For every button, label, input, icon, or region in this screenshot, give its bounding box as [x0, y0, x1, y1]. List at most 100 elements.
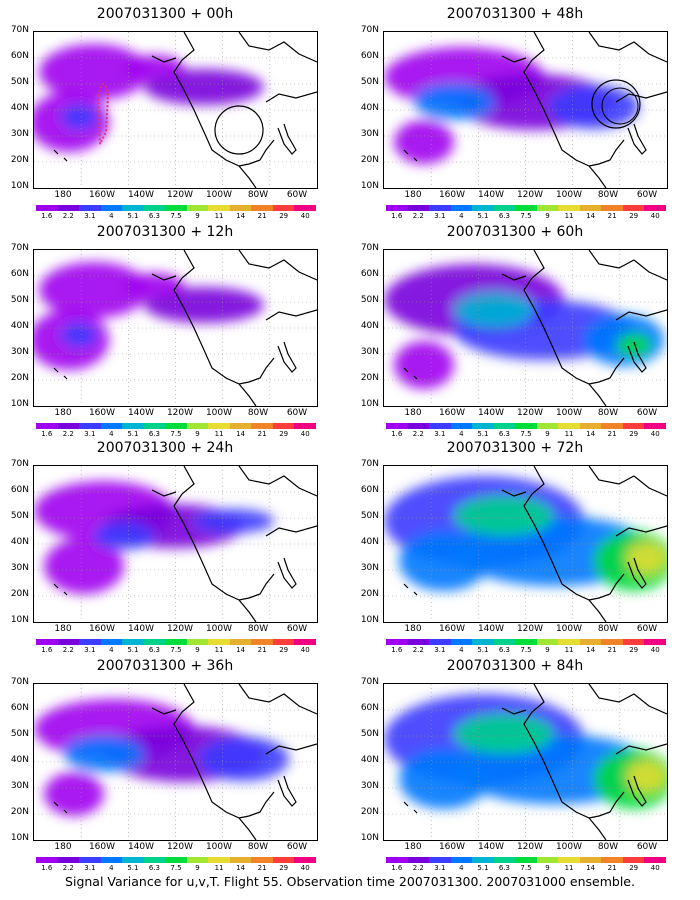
coastline — [53, 32, 317, 188]
observation-circle — [591, 79, 641, 129]
lon-tick-label: 100W — [555, 408, 583, 418]
colorbar-label: 2.2 — [62, 646, 74, 654]
colorbar-swatch — [579, 857, 602, 863]
colorbar-swatch — [450, 205, 473, 211]
lat-tick-label: 50N — [10, 77, 29, 87]
colorbar-swatch — [208, 205, 231, 211]
lon-tick-label: 80W — [247, 190, 269, 200]
lon-tick-label: 80W — [247, 624, 269, 634]
colorbar-label: 21 — [257, 646, 267, 654]
colorbar-label: 5.1 — [127, 864, 139, 872]
lon-tick-label: 180 — [404, 842, 422, 852]
colorbar-label: 3.1 — [434, 212, 446, 220]
map-panel: 2007031300 + 12h 70N 60N 50N 40N 30N 20N 10N 180… — [0, 218, 330, 438]
colorbar-label: 6.3 — [148, 864, 161, 872]
coastline — [403, 684, 667, 840]
colorbar-label: 3.1 — [84, 430, 96, 438]
colorbar-label: 1.6 — [41, 212, 53, 220]
colorbar-label: 1.6 — [41, 430, 53, 438]
lon-tick-label: 180 — [54, 408, 72, 418]
colorbar-swatch — [100, 423, 123, 429]
lat-tick-label: 70N — [360, 677, 379, 687]
colorbar-label: 3.1 — [84, 212, 96, 220]
variance-field — [34, 250, 317, 406]
variance-blob — [44, 538, 124, 594]
lat-tick-label: 20N — [360, 589, 379, 599]
map-panel: 2007031300 + 72h 70N 60N 50N 40N 30N 20N 10N 180… — [350, 434, 680, 654]
lat-tick-label: 50N — [360, 295, 379, 305]
colorbar-swatch — [386, 639, 409, 645]
lon-tick-label: 80W — [597, 624, 619, 634]
colorbar-label: 1.6 — [391, 212, 403, 220]
colorbar-label: 40 — [650, 646, 660, 654]
colorbar-swatch — [165, 857, 188, 863]
map-plot-area — [383, 249, 668, 407]
lon-tick-label: 180 — [54, 842, 72, 852]
colorbar-label: 6.3 — [498, 212, 511, 220]
colorbar-swatch — [450, 423, 473, 429]
colorbar-swatch — [294, 857, 317, 863]
lat-tick-label: 10N — [10, 399, 29, 409]
map-plot-area — [383, 465, 668, 623]
lon-tick-label: 140W — [127, 190, 155, 200]
lon-tick-label: 140W — [127, 842, 155, 852]
colorbar-swatch — [165, 423, 188, 429]
colorbar-label: 1.6 — [391, 430, 403, 438]
colorbar-label: 9 — [545, 212, 550, 220]
colorbar-label: 11 — [564, 212, 574, 220]
panel-title: 2007031300 + 36h — [96, 658, 234, 674]
colorbar-swatch — [186, 423, 209, 429]
colorbar-swatch — [229, 205, 252, 211]
variance-blob — [394, 341, 454, 389]
lon-tick-label: 140W — [477, 624, 505, 634]
lat-tick-label: 20N — [10, 155, 29, 165]
colorbar-label: 7.5 — [520, 864, 532, 872]
colorbar-label: 6.3 — [498, 864, 511, 872]
lat-tick-label: 60N — [10, 269, 29, 279]
colorbar-swatch — [208, 639, 231, 645]
colorbar-label: 5.1 — [477, 430, 489, 438]
colorbar-swatch — [100, 205, 123, 211]
colorbar-label: 40 — [650, 430, 660, 438]
colorbar-swatch — [122, 639, 145, 645]
lat-tick-label: 60N — [360, 485, 379, 495]
variance-blob — [44, 772, 104, 816]
colorbar-swatch — [79, 423, 102, 429]
colorbar-label: 3.1 — [84, 864, 96, 872]
colorbar-swatch — [515, 857, 538, 863]
lat-tick-label: 60N — [360, 703, 379, 713]
colorbar-label: 9 — [195, 212, 200, 220]
lat-tick-label: 40N — [10, 755, 29, 765]
colorbar-label: 5.1 — [477, 864, 489, 872]
lat-tick-label: 30N — [10, 563, 29, 573]
colorbar-label: 9 — [195, 646, 200, 654]
panel-title: 2007031300 + 84h — [446, 658, 584, 674]
variance-blob — [616, 333, 652, 357]
colorbar-label: 9 — [545, 864, 550, 872]
colorbar-swatch — [36, 205, 59, 211]
lon-tick-label: 120W — [166, 408, 194, 418]
map-plot-area — [33, 249, 318, 407]
colorbar-swatch — [251, 205, 274, 211]
variance-field — [34, 466, 317, 622]
variance-blob — [454, 292, 534, 328]
variance-blob — [64, 736, 144, 772]
coastline — [403, 466, 667, 622]
colorbar-swatch — [100, 857, 123, 863]
colorbar-label: 1.6 — [391, 646, 403, 654]
colorbar-label: 29 — [279, 430, 289, 438]
colorbar-label: 4 — [459, 212, 464, 220]
colorbar-swatch — [644, 205, 667, 211]
map-panel: 2007031300 + 24h 70N 60N 50N 40N 30N 20N 10N 180… — [0, 434, 330, 654]
colorbar-label: 14 — [586, 212, 596, 220]
colorbar-swatch — [208, 423, 231, 429]
variance-blob — [626, 760, 666, 792]
colorbar-label: 14 — [586, 430, 596, 438]
colorbar-label: 40 — [300, 646, 310, 654]
colorbar-label: 5.1 — [477, 212, 489, 220]
variance-blob — [199, 737, 289, 781]
figure-caption: Signal Variance for u,v,T. Flight 55. Ob… — [65, 874, 635, 889]
colorbar-label: 9 — [545, 430, 550, 438]
lat-tick-label: 70N — [10, 677, 29, 687]
colorbar-label: 29 — [279, 864, 289, 872]
